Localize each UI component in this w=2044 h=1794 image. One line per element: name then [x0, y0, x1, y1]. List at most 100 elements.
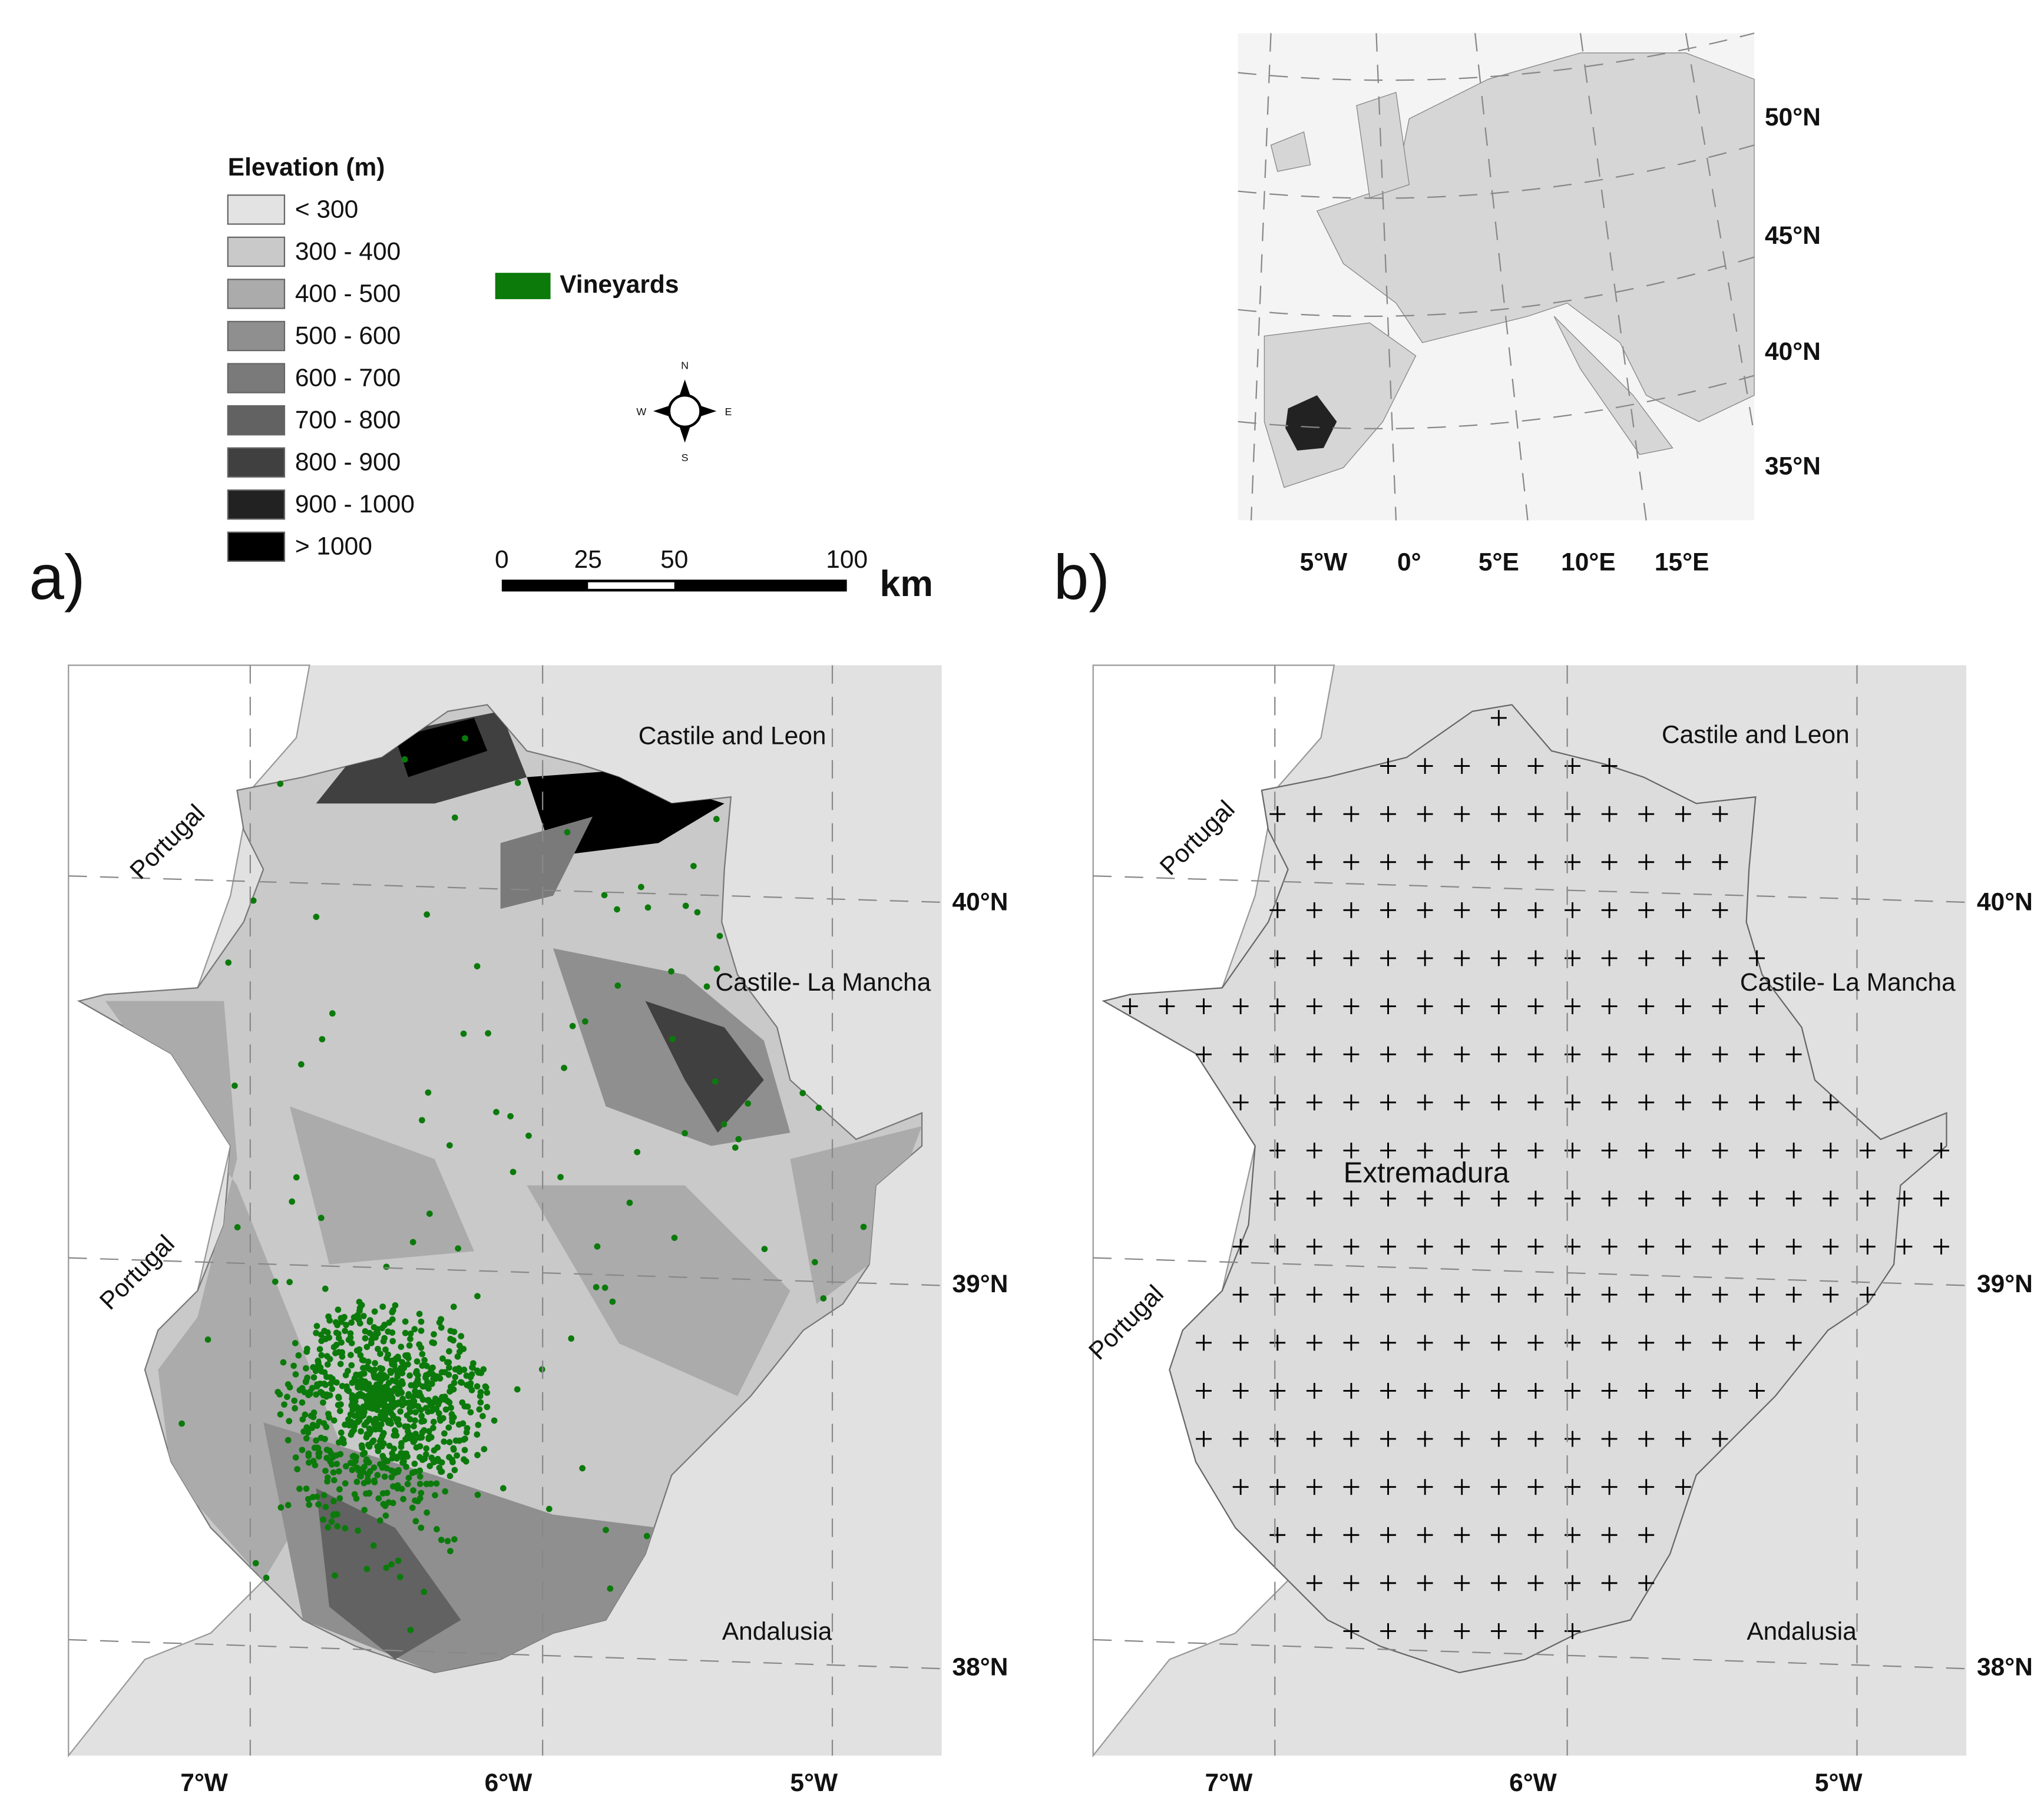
grid-cross	[1527, 1479, 1544, 1495]
grid-cross	[1269, 1142, 1286, 1159]
vineyard-dot	[386, 1442, 393, 1449]
vineyard-dot	[402, 1329, 409, 1336]
grid-cross	[1601, 1431, 1618, 1447]
vineyard-dot	[461, 1456, 467, 1463]
vineyard-dot	[393, 1454, 401, 1461]
vineyard-dot	[485, 1030, 491, 1037]
vineyard-dot	[323, 1393, 330, 1400]
lat-label: 40°N	[1765, 338, 1821, 366]
vineyard-dot	[396, 1385, 403, 1392]
grid-cross	[1417, 1046, 1433, 1063]
grid-cross	[1675, 998, 1691, 1014]
vineyard-dot	[407, 1627, 414, 1633]
vineyard-dot	[263, 1574, 270, 1581]
vineyard-dot	[310, 1364, 317, 1371]
vineyard-dot	[389, 1455, 396, 1462]
vineyard-dot	[601, 1285, 608, 1291]
vineyard-dot	[435, 1401, 442, 1408]
vineyard-dot	[448, 1404, 454, 1411]
grid-cross	[1380, 854, 1396, 870]
vineyard-dot	[481, 1446, 488, 1452]
vineyard-dot	[732, 1144, 739, 1151]
grid-cross	[1527, 1383, 1544, 1399]
vineyard-dot	[366, 1329, 373, 1336]
vineyard-dot	[335, 1306, 342, 1313]
vineyard-dot	[231, 1083, 238, 1089]
vineyard-dot	[348, 1319, 355, 1326]
vineyard-dot	[225, 959, 232, 966]
grid-cross	[1675, 1479, 1691, 1495]
vineyard-dot	[405, 1474, 412, 1481]
lat-label: 38°N	[1977, 1653, 2033, 1681]
grid-cross	[1269, 1239, 1286, 1255]
grid-cross	[1601, 1383, 1618, 1399]
vineyard-dot	[431, 1447, 438, 1454]
vineyard-dot	[462, 1435, 468, 1442]
vineyard-dot	[425, 1408, 432, 1415]
vineyard-dot	[712, 1078, 719, 1085]
vineyard-dot	[463, 1372, 470, 1379]
grid-cross	[1306, 1527, 1322, 1543]
vineyard-dot	[358, 1428, 364, 1435]
grid-cross	[1454, 1286, 1470, 1303]
vineyard-dot	[491, 1417, 498, 1424]
vineyard-dot	[593, 1284, 600, 1290]
grid-cross	[1638, 998, 1655, 1014]
grid-cross	[1675, 1383, 1691, 1399]
grid-cross	[1675, 902, 1691, 918]
vineyard-dot	[484, 1404, 491, 1411]
vineyard-dot	[347, 1411, 354, 1418]
vineyard-dot	[409, 1239, 416, 1246]
grid-cross	[1601, 1142, 1618, 1159]
vineyard-dot	[356, 1472, 363, 1479]
grid-cross	[1454, 1335, 1470, 1351]
vineyard-dot	[474, 1383, 481, 1390]
grid-cross	[1454, 1046, 1470, 1063]
vineyard-dot	[385, 1328, 392, 1335]
grid-cross	[1490, 1239, 1507, 1255]
grid-cross	[1306, 902, 1322, 918]
vineyard-dot	[291, 1397, 298, 1404]
vineyard-dot	[326, 1414, 333, 1421]
vineyard-dot	[404, 1352, 411, 1359]
compass-w: W	[636, 406, 646, 418]
grid-cross	[1380, 1335, 1396, 1351]
vineyard-dot	[313, 1493, 320, 1500]
vineyard-dot	[510, 1169, 517, 1176]
vineyard-dot	[286, 1418, 293, 1425]
grid-cross	[1306, 1046, 1322, 1063]
grid-cross	[1417, 1094, 1433, 1111]
vineyard-dot	[469, 1360, 477, 1367]
vineyard-dot	[446, 1142, 453, 1149]
vineyard-dot	[333, 1461, 340, 1467]
vineyard-dot	[404, 1453, 411, 1460]
vineyard-dot	[277, 1411, 284, 1418]
vineyard-dot	[323, 1447, 330, 1453]
vineyard-dot	[392, 1378, 399, 1385]
vineyard-dot	[366, 1431, 372, 1438]
vineyard-dot	[669, 1035, 676, 1042]
grid-cross	[1196, 1383, 1212, 1399]
vineyard-dot	[299, 1447, 306, 1454]
vineyard-dot	[342, 1328, 348, 1335]
grid-cross	[1638, 902, 1655, 918]
vineyard-dot	[371, 1308, 378, 1315]
panel-label: b)	[1054, 542, 1110, 613]
vineyard-dot	[370, 1542, 377, 1549]
vineyard-dot	[421, 1588, 428, 1596]
vineyard-dot	[345, 1336, 352, 1343]
grid-cross	[1712, 1046, 1728, 1063]
grid-cross	[1232, 1239, 1249, 1255]
vineyard-dot	[292, 1340, 299, 1346]
legend-swatch	[495, 273, 551, 299]
vineyard-dot	[474, 1452, 481, 1458]
region-label: Andalusia	[1747, 1618, 1857, 1646]
grid-cross	[1380, 1239, 1396, 1255]
vineyard-dot	[713, 965, 720, 972]
vineyard-dot	[365, 1358, 372, 1365]
lat-label: 35°N	[1765, 452, 1821, 480]
region-label: Castile and Leon	[1662, 721, 1850, 749]
grid-cross	[1601, 806, 1618, 822]
grid-cross	[1454, 1142, 1470, 1159]
vineyard-dot	[442, 1488, 449, 1495]
